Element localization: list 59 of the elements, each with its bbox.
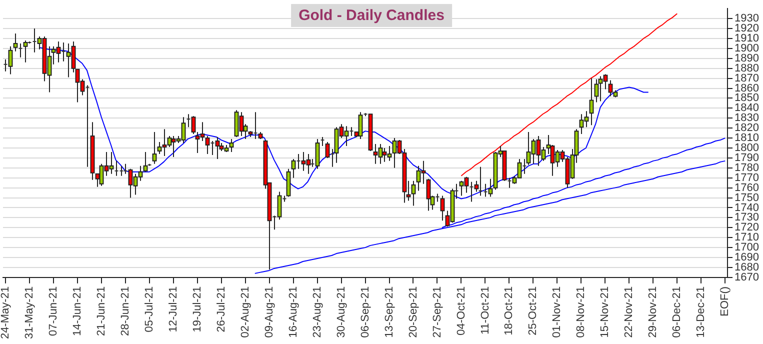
x-tick-label: 01-Nov-21 [551, 286, 564, 338]
x-tick-label: 12-Jul-21 [167, 286, 180, 332]
y-tick-label: 1820 [734, 122, 760, 134]
x-tick-label: 04-Oct-21 [455, 286, 468, 336]
y-tick-label: 1790 [734, 152, 760, 164]
x-tick-label: 09-Aug-21 [263, 286, 276, 338]
x-tick-label: EOF() [719, 286, 732, 316]
y-tick-label: 1840 [734, 102, 760, 114]
x-tick-label: 11-Oct-21 [479, 286, 492, 335]
y-tick-label: 1850 [734, 92, 760, 104]
y-tick-label: 1870 [734, 72, 760, 84]
y-tick-label: 1710 [734, 232, 760, 244]
y-tick-label: 1890 [734, 52, 760, 64]
y-tick-label: 1690 [734, 252, 760, 264]
x-tick-label: 23-Aug-21 [311, 286, 324, 338]
x-tick-label: 20-Sep-21 [407, 286, 420, 338]
y-tick-label: 1920 [734, 22, 760, 35]
y-tick-label: 1750 [734, 192, 760, 204]
x-tick-label: 18-Oct-21 [503, 286, 516, 336]
x-tick-label: 06-Sep-21 [359, 286, 372, 338]
x-tick-label: 08-Nov-21 [575, 286, 588, 338]
x-tick-label: 13-Sep-21 [383, 286, 396, 338]
x-tick-label: 22-Nov-21 [623, 286, 636, 338]
x-tick-label: 06-Dec-21 [671, 286, 684, 338]
x-tick-label: 14-Jun-21 [71, 286, 84, 336]
x-tick-label: 27-Sep-21 [431, 286, 444, 338]
x-tick-label: 15-Nov-21 [599, 286, 612, 338]
y-tick-label: 1770 [734, 172, 760, 184]
y-tick-label: 1740 [734, 202, 760, 214]
y-tick-label: 1680 [734, 261, 760, 274]
x-tick-label: 24-May-21 [0, 286, 12, 339]
x-tick-label: 25-Oct-21 [527, 286, 540, 336]
y-tick-label: 1720 [734, 222, 760, 234]
x-tick-label: 31-May-21 [23, 286, 36, 339]
x-tick-label: 07-Jun-21 [47, 286, 60, 336]
x-tick-label: 05-Jul-21 [143, 286, 156, 332]
x-tick-label: 19-Jul-21 [191, 286, 204, 332]
y-tick-label: 1860 [734, 82, 760, 94]
y-tick-label: 1760 [734, 182, 760, 194]
y-tick-label: 1800 [734, 142, 760, 154]
x-tick-label: 29-Nov-21 [647, 286, 660, 338]
x-tick-label: 13-Dec-21 [695, 286, 708, 338]
y-tick-label: 1930 [734, 12, 760, 25]
chart-title: Gold - Daily Candles [290, 4, 452, 27]
x-tick-label: 26-Jul-21 [215, 286, 228, 332]
y-tick-label: 1810 [734, 132, 760, 144]
y-tick-label: 1830 [734, 112, 760, 124]
x-tick-label: 16-Aug-21 [287, 286, 300, 338]
x-tick-label: 21-Jun-21 [95, 286, 108, 336]
y-tick-label: 1670 [734, 271, 760, 284]
y-tick-label: 1730 [734, 212, 760, 224]
y-tick-label: 1880 [734, 62, 760, 74]
x-tick-label: 30-Aug-21 [335, 286, 348, 338]
y-tick-label: 1700 [734, 242, 760, 254]
y-tick-label: 1900 [734, 42, 760, 54]
y-tick-label: 1780 [734, 162, 760, 174]
x-tick-label: 28-Jun-21 [119, 286, 132, 336]
x-tick-label: 02-Aug-21 [239, 286, 252, 338]
y-tick-label: 1910 [734, 32, 760, 44]
